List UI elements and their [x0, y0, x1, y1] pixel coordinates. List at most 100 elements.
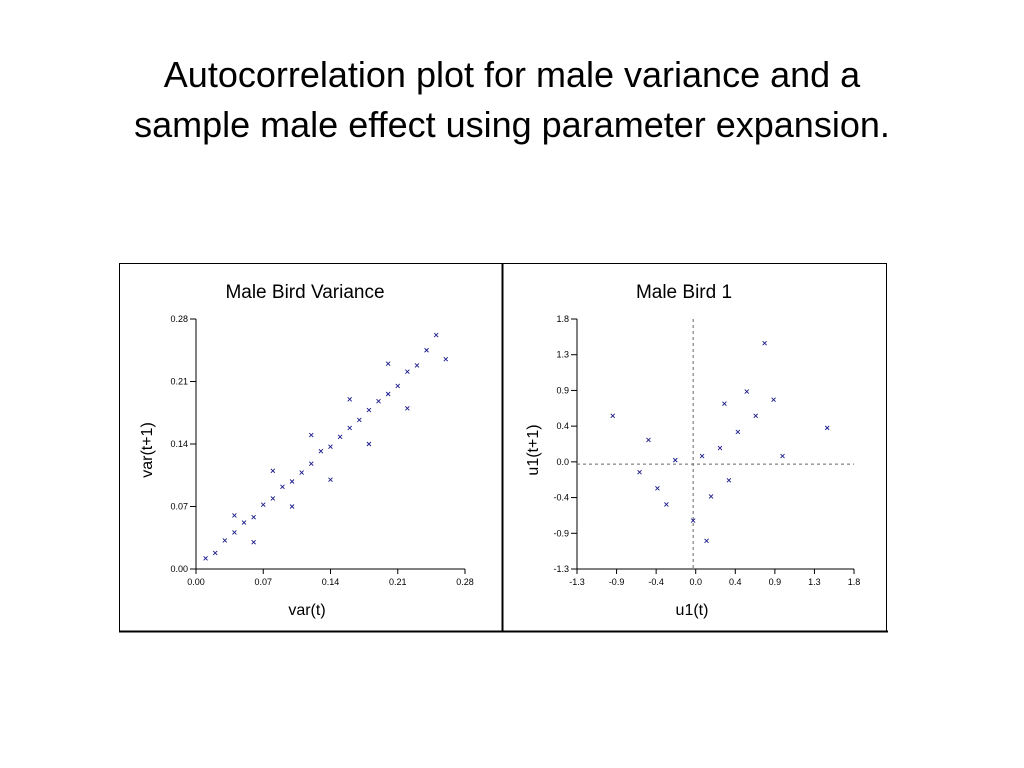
right-point	[722, 401, 727, 406]
right-point	[717, 445, 723, 451]
right-point	[753, 413, 759, 419]
left-point	[424, 347, 429, 353]
slide-title-line-2: sample male effect using parameter expan…	[134, 104, 890, 145]
right-y-ticks: -1.3 -0.9 -0.4 0.0 0.4 0.9 1.3 1.8	[553, 314, 577, 574]
right-point	[690, 518, 696, 523]
left-point	[405, 405, 410, 411]
left-y-tick-label: 0.14	[170, 439, 188, 449]
right-y-tick-label: 0.4	[556, 421, 569, 431]
left-point	[414, 363, 420, 368]
left-y-label: var(t+1)	[139, 422, 156, 478]
right-x-tick-label: 1.3	[808, 577, 821, 587]
right-point	[780, 453, 785, 459]
right-point	[726, 477, 732, 483]
left-point	[289, 479, 295, 484]
panel-right: Male Bird 1 -1.3 -0.9 -0.4 0.0 0.4 0.9 1.3 1.8 …	[525, 282, 860, 619]
right-point	[610, 413, 616, 419]
right-point	[735, 429, 741, 435]
left-point	[366, 441, 372, 447]
left-x-tick-label: 0.00	[187, 577, 205, 587]
left-point	[347, 425, 353, 431]
right-y-tick-label: -0.4	[553, 493, 569, 503]
left-x-tick-label: 0.14	[322, 577, 340, 587]
right-x-tick-label: 0.4	[729, 577, 742, 587]
panel-left: Male Bird Variance 0.00 0.07 0.14 0.21 0.28 …	[139, 282, 474, 619]
left-title: Male Bird Variance	[225, 282, 384, 303]
right-x-axis: -1.3 -0.9 -0.4 0.0 0.4 0.9 1.3 1.8	[569, 568, 860, 587]
left-point	[385, 361, 391, 366]
right-x-tick-label: 1.8	[848, 577, 861, 587]
right-point	[744, 389, 750, 394]
left-point	[318, 448, 324, 454]
right-point	[762, 340, 767, 346]
slide-title: Autocorrelation plot for male variance a…	[40, 50, 984, 150]
left-x-ticks: 0.00 0.07 0.14 0.21 0.28	[187, 569, 474, 587]
right-point	[824, 425, 830, 431]
left-point	[270, 468, 276, 474]
left-point	[357, 417, 362, 423]
right-title: Male Bird 1	[636, 282, 732, 303]
right-x-tick-label: -0.9	[609, 577, 625, 587]
right-x-tick-label: 0.9	[769, 577, 782, 587]
left-y-tick-label: 0.07	[170, 502, 188, 512]
left-point	[328, 444, 333, 449]
left-x-tick-label: 0.21	[389, 577, 407, 587]
left-x-axis: 0.00 0.07 0.14 0.21 0.28	[187, 568, 474, 587]
left-x-tick-label: 0.28	[456, 577, 474, 587]
left-point	[232, 530, 237, 535]
right-x-tick-label: -1.3	[569, 577, 585, 587]
left-x-label: var(t)	[288, 602, 325, 619]
left-point	[443, 356, 449, 362]
left-point	[347, 397, 353, 402]
left-point	[385, 391, 391, 397]
left-point	[405, 369, 410, 374]
right-points	[610, 340, 830, 544]
right-point	[672, 457, 678, 463]
right-y-tick-label: 1.3	[556, 350, 569, 360]
right-point	[699, 453, 705, 459]
left-y-tick-label: 0.21	[170, 377, 188, 387]
right-y-tick-label: 0.9	[556, 385, 569, 395]
left-point	[289, 504, 295, 509]
left-point	[203, 555, 208, 561]
left-point	[337, 434, 343, 440]
left-point	[395, 383, 401, 389]
left-point	[241, 520, 247, 525]
left-points	[203, 332, 449, 561]
right-point	[655, 486, 660, 491]
right-point	[704, 538, 709, 544]
left-y-tick-label: 0.28	[170, 314, 188, 324]
right-y-label: u1(t+1)	[525, 424, 542, 475]
right-point	[771, 397, 776, 402]
right-y-tick-label: 0.0	[556, 457, 569, 467]
right-y-axis: -1.3 -0.9 -0.4 0.0 0.4 0.9 1.3 1.8	[553, 314, 578, 574]
right-x-label: u1(t)	[676, 602, 709, 619]
left-point	[222, 538, 228, 543]
left-point	[328, 477, 333, 483]
left-point	[308, 432, 314, 438]
left-point	[212, 550, 218, 556]
left-point	[376, 398, 381, 404]
right-point	[646, 437, 651, 443]
left-point	[260, 502, 266, 508]
figure-svg: Male Bird Variance 0.00 0.07 0.14 0.21 0.28 …	[119, 263, 888, 633]
left-point	[308, 461, 314, 466]
right-y-tick-label: -0.9	[553, 528, 569, 538]
left-point	[433, 332, 439, 338]
right-x-tick-label: 0.0	[689, 577, 702, 587]
right-x-ticks: -1.3 -0.9 -0.4 0.0 0.4 0.9 1.3 1.8	[569, 569, 860, 587]
right-point	[637, 469, 642, 475]
right-y-tick-label: -1.3	[553, 564, 569, 574]
slide-title-line-1: Autocorrelation plot for male variance a…	[163, 54, 861, 95]
figure: Male Bird Variance 0.00 0.07 0.14 0.21 0.28 …	[119, 263, 888, 633]
right-point	[708, 494, 714, 499]
left-y-axis: 0.00 0.07 0.14 0.21 0.28	[170, 314, 197, 574]
left-point	[251, 539, 256, 545]
right-y-tick-label: 1.8	[556, 314, 569, 324]
left-point	[280, 484, 285, 490]
left-point	[366, 407, 372, 413]
left-point	[232, 513, 237, 518]
right-x-tick-label: -0.4	[648, 577, 664, 587]
left-x-tick-label: 0.07	[254, 577, 272, 587]
left-point	[251, 514, 256, 520]
